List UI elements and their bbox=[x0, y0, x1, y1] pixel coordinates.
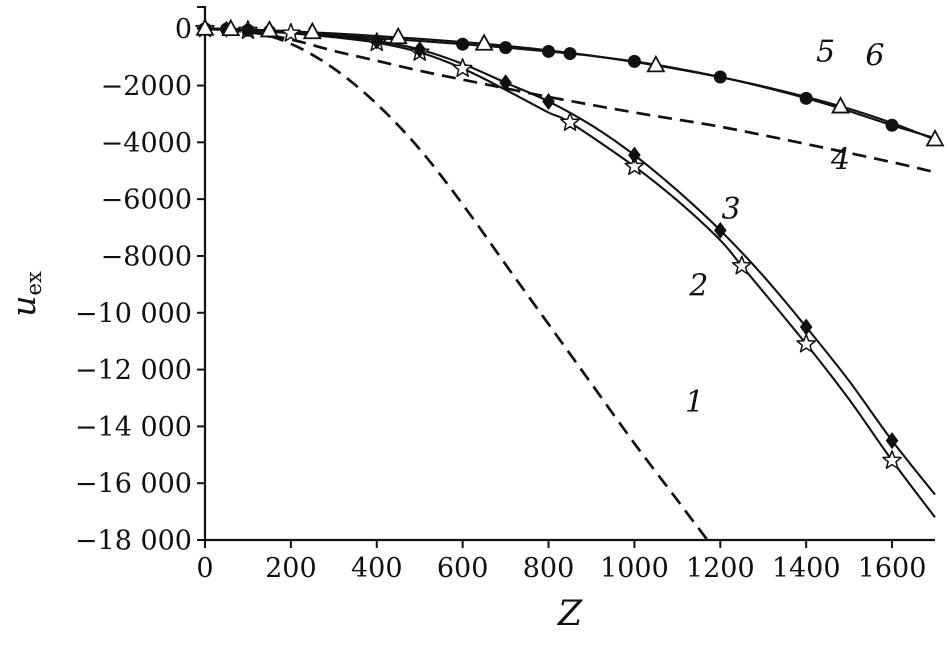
y-tick-label: −4000 bbox=[101, 128, 192, 159]
filled-circle-marker bbox=[542, 44, 556, 58]
y-tick-label: −12 000 bbox=[75, 355, 192, 386]
open-triangle-marker bbox=[925, 129, 945, 147]
open-star-marker bbox=[560, 112, 580, 131]
open-triangle-marker bbox=[646, 54, 666, 73]
filled-diamond-marker bbox=[370, 32, 384, 50]
open-triangle-marker bbox=[195, 18, 215, 36]
filled-circle-marker bbox=[627, 54, 641, 68]
y-tick-label: −18 000 bbox=[75, 526, 192, 557]
x-tick-label: 600 bbox=[437, 553, 489, 584]
x-axis-title: Z bbox=[205, 594, 935, 634]
x-tick-label: 200 bbox=[265, 553, 317, 584]
open-star-marker bbox=[624, 156, 645, 176]
y-tick-label: −16 000 bbox=[75, 469, 192, 500]
filled-diamond-marker bbox=[885, 432, 899, 450]
filled-diamond-marker bbox=[628, 146, 641, 164]
y-tick-label: −14 000 bbox=[75, 412, 192, 443]
x-tick-label: 400 bbox=[351, 553, 403, 584]
filled-diamond-marker bbox=[542, 92, 555, 110]
y-axis-title-text: u bbox=[4, 295, 43, 317]
curve-number-label-6: 6 bbox=[865, 39, 884, 74]
open-star-marker bbox=[281, 22, 301, 42]
x-tick-label: 800 bbox=[523, 553, 575, 584]
open-star-marker bbox=[882, 450, 902, 469]
open-triangle-marker bbox=[831, 96, 851, 114]
filled-circle-marker bbox=[885, 118, 899, 132]
y-tick-label: −2000 bbox=[101, 71, 192, 102]
open-star-marker bbox=[731, 255, 752, 275]
filled-diamond-marker bbox=[799, 318, 813, 336]
y-tick-label: −8000 bbox=[101, 241, 192, 272]
curve-number-label-1: 1 bbox=[685, 385, 704, 420]
y-tick-label: −6000 bbox=[101, 185, 192, 216]
open-triangle-marker bbox=[474, 33, 494, 51]
filled-circle-marker bbox=[499, 41, 513, 55]
y-tick-label: −10 000 bbox=[75, 298, 192, 329]
open-triangle-marker bbox=[221, 18, 241, 37]
open-triangle-marker bbox=[259, 19, 279, 38]
filled-diamond-marker bbox=[499, 74, 512, 92]
filled-diamond-marker bbox=[713, 221, 727, 239]
open-triangle-marker bbox=[388, 26, 408, 45]
curve-number-label-3: 3 bbox=[721, 192, 740, 227]
x-tick-label: 1400 bbox=[772, 553, 841, 584]
x-tick-label: 0 bbox=[196, 553, 213, 584]
y-axis-title-subscript: ex bbox=[22, 271, 46, 296]
curve-number-label-4: 4 bbox=[830, 142, 850, 177]
filled-circle-marker bbox=[799, 91, 813, 105]
x-tick-label: 1000 bbox=[600, 553, 669, 584]
filled-circle-marker bbox=[713, 70, 727, 84]
curve-number-label-5: 5 bbox=[816, 34, 835, 69]
open-triangle-marker bbox=[302, 21, 322, 40]
y-axis-title: uex bbox=[2, 224, 46, 364]
filled-circle-marker bbox=[563, 47, 577, 61]
x-axis-title-text: Z bbox=[557, 594, 583, 634]
curve-1-line bbox=[204, 27, 709, 541]
curve-3-line bbox=[204, 27, 936, 496]
y-tick-label: 0 bbox=[175, 14, 192, 45]
curve-number-label-2: 2 bbox=[688, 269, 708, 304]
open-star-marker bbox=[796, 333, 817, 353]
filled-circle-marker bbox=[241, 23, 255, 37]
filled-circle-marker bbox=[456, 37, 470, 51]
axes-spines bbox=[203, 6, 935, 542]
open-star-marker bbox=[452, 58, 473, 78]
filled-diamond-marker bbox=[413, 40, 427, 58]
x-tick-label: 1200 bbox=[686, 553, 755, 584]
x-tick-label: 1600 bbox=[858, 553, 927, 584]
